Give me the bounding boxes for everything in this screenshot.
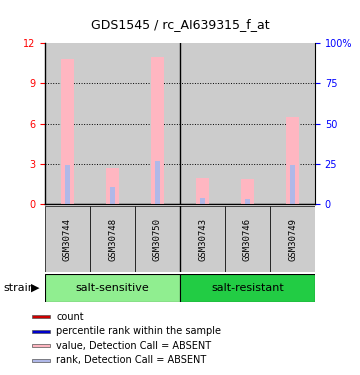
Bar	[61, 59, 74, 204]
Bar	[225, 43, 270, 204]
Bar	[135, 43, 180, 204]
Text: GSM30748: GSM30748	[108, 217, 117, 261]
Bar	[196, 177, 209, 204]
Text: GSM30746: GSM30746	[243, 217, 252, 261]
Bar	[90, 43, 135, 204]
Bar	[151, 57, 164, 204]
Bar	[200, 198, 205, 204]
Bar	[45, 274, 180, 302]
Text: value, Detection Call = ABSENT: value, Detection Call = ABSENT	[57, 341, 211, 351]
Text: ▶: ▶	[31, 283, 39, 293]
Text: GSM30743: GSM30743	[198, 217, 207, 261]
Bar	[245, 199, 250, 204]
Bar	[180, 206, 225, 272]
Text: GSM30744: GSM30744	[63, 217, 72, 261]
Bar	[225, 206, 270, 272]
Bar	[106, 168, 119, 204]
Text: strain: strain	[4, 283, 36, 293]
Bar	[32, 315, 50, 318]
Bar	[180, 274, 315, 302]
Bar	[290, 165, 295, 204]
Bar	[32, 344, 50, 347]
Text: GSM30750: GSM30750	[153, 217, 162, 261]
Bar	[90, 206, 135, 272]
Bar	[286, 117, 299, 204]
Bar	[241, 179, 254, 204]
Text: salt-sensitive: salt-sensitive	[76, 283, 149, 293]
Bar	[45, 43, 90, 204]
Bar	[110, 187, 115, 204]
Bar	[45, 206, 90, 272]
Text: GSM30749: GSM30749	[288, 217, 297, 261]
Bar	[135, 206, 180, 272]
Text: salt-resistant: salt-resistant	[211, 283, 284, 293]
Bar	[180, 43, 225, 204]
Text: count: count	[57, 312, 84, 322]
Text: rank, Detection Call = ABSENT: rank, Detection Call = ABSENT	[57, 355, 207, 365]
Bar	[32, 330, 50, 333]
Bar	[270, 206, 315, 272]
Bar	[155, 161, 160, 204]
Text: GDS1545 / rc_AI639315_f_at: GDS1545 / rc_AI639315_f_at	[91, 18, 269, 31]
Bar	[32, 358, 50, 362]
Bar	[65, 165, 70, 204]
Bar	[270, 43, 315, 204]
Text: percentile rank within the sample: percentile rank within the sample	[57, 326, 221, 336]
